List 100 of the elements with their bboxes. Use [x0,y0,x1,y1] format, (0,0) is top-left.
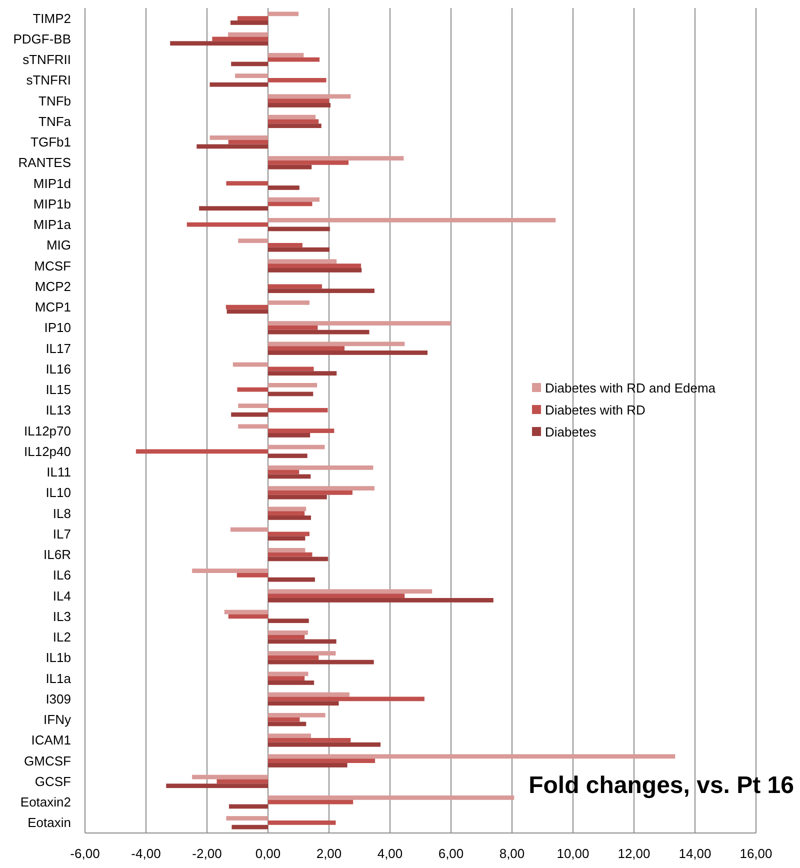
bar [268,717,300,722]
bar [136,449,268,454]
bar [268,758,376,764]
bar [232,362,268,367]
y-tick-label: MCP2 [34,278,71,294]
bar [268,680,314,685]
bar [192,568,268,573]
x-tick-label: 0,00 [255,846,281,861]
x-tick-label: 12,00 [618,846,650,861]
x-tick-label: 2,00 [316,846,342,861]
bar [224,610,268,614]
bar [268,428,334,434]
bar [268,494,327,500]
y-tick-label: GMCSF [24,753,72,768]
y-tick-label: IL12p40 [24,444,71,459]
bar [268,52,304,58]
bar [268,552,312,557]
bar [268,742,381,747]
y-tick-label: sTNFRI [26,72,71,88]
legend-label: Diabetes [545,424,597,440]
bar [199,206,268,211]
bar [268,660,374,664]
bar [268,506,306,512]
bar [268,795,514,800]
bar [210,135,268,140]
y-tick-label: TNFb [38,93,71,108]
bar [226,304,268,310]
bar [236,572,268,578]
bar [268,444,325,450]
bar [268,486,374,490]
bar [268,516,312,520]
bar [268,12,298,16]
bar [235,74,268,78]
bar [268,589,432,594]
bar [268,820,336,825]
y-tick-label: I309 [46,691,71,706]
bar [268,536,306,541]
y-tick-label: MIP1a [33,217,72,232]
bar [268,268,362,272]
y-tick-label: IL1b [46,650,71,666]
bar [226,309,268,314]
bar [268,186,300,190]
bar [230,20,268,25]
bar [268,103,331,108]
bar [268,119,319,124]
bar [268,218,556,222]
bar [268,532,310,536]
y-tick-label: IL6R [44,547,71,562]
y-tick-label: IL4 [52,588,71,604]
bar [268,474,311,479]
y-tick-label: IL8 [52,506,71,521]
y-tick-label: IL13 [46,402,71,418]
bar [268,712,326,718]
bar [268,342,405,346]
bar [228,140,268,144]
bar [268,651,336,656]
bar [268,284,322,289]
bar [268,94,351,99]
bar [238,424,268,429]
bar [268,197,320,202]
bar [192,774,268,780]
bar [268,330,370,334]
bar [268,114,316,120]
x-tick-label: 6,00 [438,846,464,861]
bar [268,382,318,388]
bar [268,490,352,495]
bar [238,404,268,408]
y-tick-label: sTNFRII [22,52,71,68]
bar [268,511,305,516]
x-tick-label: -2,00 [192,846,222,861]
bar [268,321,451,326]
y-tick-label: MIP1d [33,176,71,191]
bar [226,816,268,820]
y-tick-label: TGFb1 [30,134,71,150]
bar [216,779,268,784]
y-tick-label: MIG [46,238,71,253]
bar [231,62,268,66]
y-tick-label: IP10 [44,320,71,336]
y-tick-label: MCP1 [34,300,71,315]
bar [166,784,268,788]
bar [268,264,362,268]
bar [210,82,268,87]
bar [268,639,336,644]
bar [268,618,309,624]
y-tick-label: IL7 [52,526,71,542]
bar [268,98,329,104]
bar [268,634,305,640]
bar [268,300,310,305]
bar [268,371,337,376]
bar [238,238,268,243]
bar [268,242,302,248]
bar [268,259,337,264]
bar [226,181,268,186]
y-tick-label: TIMP2 [32,10,71,26]
bar [268,57,320,62]
y-tick-label: PDGF-BB [13,31,71,46]
bar [196,144,268,149]
bar [268,734,312,738]
y-tick-label: IL17 [46,340,71,356]
bar [268,598,494,602]
